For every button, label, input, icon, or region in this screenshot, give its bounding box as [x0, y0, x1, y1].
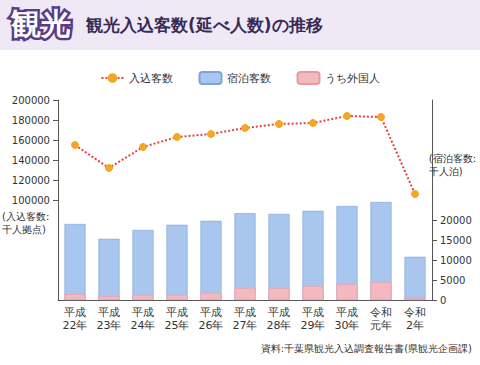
svg-text:27年: 27年 [233, 319, 258, 332]
svg-text:平成: 平成 [64, 306, 86, 319]
svg-text:元年: 元年 [370, 319, 392, 332]
svg-text:10000: 10000 [440, 255, 472, 266]
svg-text:平成: 平成 [132, 306, 154, 319]
svg-text:平成: 平成 [200, 306, 222, 319]
svg-text:平成: 平成 [268, 306, 290, 319]
svg-text:千人泊): 千人泊) [429, 166, 463, 177]
svg-text:29年: 29年 [301, 319, 326, 332]
svg-text:22年: 22年 [63, 319, 88, 332]
svg-text:140000: 140000 [12, 155, 50, 166]
svg-text:0: 0 [440, 295, 446, 306]
svg-text:平成: 平成 [336, 306, 358, 319]
svg-text:100000: 100000 [12, 195, 50, 206]
svg-text:28年: 28年 [267, 319, 292, 332]
svg-text:平成: 平成 [166, 306, 188, 319]
svg-text:26年: 26年 [199, 319, 224, 332]
svg-text:千人拠点): 千人拠点) [2, 224, 46, 235]
svg-text:120000: 120000 [12, 175, 50, 186]
svg-text:平成: 平成 [302, 306, 324, 319]
svg-text:5000: 5000 [440, 275, 465, 286]
svg-text:2年: 2年 [406, 319, 424, 332]
svg-text:25年: 25年 [165, 319, 190, 332]
svg-text:23年: 23年 [97, 319, 122, 332]
svg-text:180000: 180000 [12, 115, 50, 126]
svg-text:20000: 20000 [440, 215, 472, 226]
svg-text:資料:千葉県観光入込調査報告書(県観光企画課): 資料:千葉県観光入込調査報告書(県観光企画課) [261, 343, 472, 354]
svg-text:30年: 30年 [335, 319, 360, 332]
svg-text:観光入込客数(延べ人数)の推移: 観光入込客数(延べ人数)の推移 [85, 15, 323, 35]
svg-text:令和: 令和 [404, 306, 426, 319]
svg-text:平成: 平成 [234, 306, 256, 319]
svg-text:(入込客数:: (入込客数: [2, 211, 49, 222]
svg-text:24年: 24年 [131, 319, 156, 332]
svg-text:15000: 15000 [440, 235, 472, 246]
svg-text:うち外国人: うち外国人 [325, 72, 380, 85]
svg-text:(宿泊客数:: (宿泊客数: [429, 153, 476, 164]
svg-text:200000: 200000 [12, 95, 50, 106]
svg-text:観光: 観光 [10, 6, 71, 41]
svg-text:宿泊客数: 宿泊客数 [227, 72, 271, 85]
svg-text:令和: 令和 [370, 306, 392, 319]
svg-text:平成: 平成 [98, 306, 120, 319]
svg-text:160000: 160000 [12, 135, 50, 146]
svg-text:入込客数: 入込客数 [129, 72, 173, 85]
